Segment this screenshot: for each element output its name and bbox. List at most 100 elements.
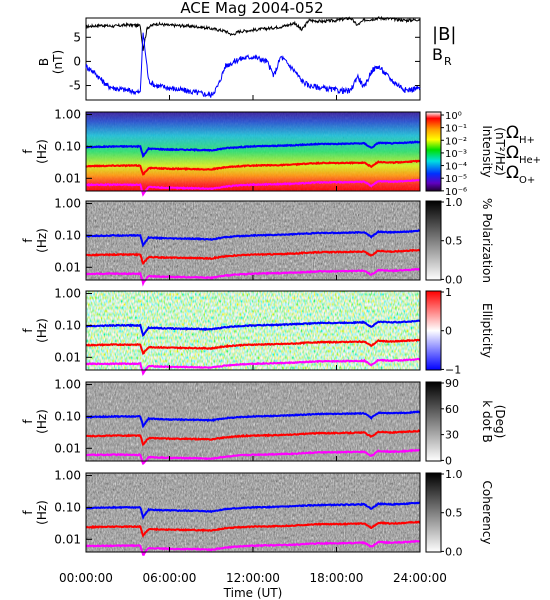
polarization-ytick-label-2: 0.01 xyxy=(54,260,81,274)
ellipticity-colorbar-label: Ellipticity xyxy=(480,303,494,358)
legend-h-sub: H+ xyxy=(519,135,535,146)
ellipticity-colorbar xyxy=(425,290,442,371)
ellipticity-image xyxy=(86,291,420,370)
kdotb-colorbar-label: k dot B xyxy=(480,400,494,442)
coherency-colorbar xyxy=(425,472,442,553)
xtick-label-1: 06:00:00 xyxy=(143,571,197,585)
intensity-ylabel-unit: (Hz) xyxy=(35,139,49,164)
intensity-colorbar xyxy=(425,111,442,192)
intensity-texture xyxy=(86,112,420,191)
kdotb-cbtick-label-0: 90 xyxy=(445,377,459,390)
intensity-line-1 xyxy=(85,159,421,176)
ellipticity-ylabel-unit: (Hz) xyxy=(35,318,49,343)
coherency-colorbar-label: Coherency xyxy=(480,480,494,544)
legend-bmag: |B| xyxy=(432,24,456,45)
legend-he-sub: He+ xyxy=(519,155,541,166)
polarization-ytick-label-1: 0.10 xyxy=(54,228,81,242)
polarization-ylabel-f: f xyxy=(21,238,35,243)
coherency-ytick-label-0: 1.00 xyxy=(54,469,81,483)
polarization-image xyxy=(86,201,420,280)
kdotb-ytick-label-1: 0.10 xyxy=(54,409,81,423)
intensity-ytick-label-1: 0.10 xyxy=(54,139,81,153)
intensity-ylabel-f: f xyxy=(21,149,35,154)
ellipticity-ytick-label-2: 0.01 xyxy=(54,350,81,364)
ellipticity-ylabel-f: f xyxy=(21,328,35,333)
x-axis-label: Time (UT) xyxy=(223,586,283,600)
panel-ellipticity: 1.00 0.10 0.01 f (Hz) 1 0 −1 Ellipticity xyxy=(21,286,494,376)
intensity-line-0 xyxy=(85,140,421,159)
time-axis: 00:00:00 06:00:00 12:00:00 18:00:00 24:00:00… xyxy=(59,95,447,600)
polarization-cbtick-label-0: 1.0 xyxy=(445,196,463,209)
b-series-line-1 xyxy=(85,32,421,98)
panel-kdotb: 1.00 0.10 0.01 f (Hz) 90 60 30 0 k dot B (Deg) xyxy=(21,377,507,467)
xtick-label-4: 24:00:00 xyxy=(393,571,447,585)
polarization-colorbar-label: % Polarization xyxy=(480,198,494,283)
polarization-line-1 xyxy=(85,248,421,266)
kdotb-colorbar-label2: (Deg) xyxy=(493,405,507,439)
kdotb-line-0 xyxy=(85,410,421,429)
xtick-label-2: 12:00:00 xyxy=(226,571,280,585)
coherency-ylabel-unit: (Hz) xyxy=(35,500,49,525)
coherency-line-1 xyxy=(85,520,421,538)
b-ytick-label-2: -5 xyxy=(69,79,81,93)
kdotb-image xyxy=(86,382,420,461)
b-field-panel: 50-5B (nT)|B|B R xyxy=(37,15,456,101)
kdotb-colorbar xyxy=(425,381,442,462)
ellipticity-ytick-label-0: 1.00 xyxy=(54,287,81,301)
intensity-colorbar-label: Intensity xyxy=(480,125,494,177)
legend-h-omega: Ω xyxy=(506,123,519,143)
intensity-cbtick-label-1: 10⁻¹ xyxy=(445,124,467,135)
b-ytick-label-0: 5 xyxy=(73,30,81,44)
kdotb-cbtick-label-3: 0 xyxy=(445,454,452,467)
legend-o-sub: O+ xyxy=(519,175,535,186)
spectral-legend: Ω H+Ω He+Ω O+ xyxy=(506,123,541,186)
ellipticity-cbtick-label-1: 0 xyxy=(445,325,452,338)
intensity-cbtick-label-4: 10⁻⁴ xyxy=(445,162,467,173)
polarization-colorbar xyxy=(425,200,442,281)
ellipticity-line-1 xyxy=(85,338,421,355)
xtick-label-3: 18:00:00 xyxy=(310,571,364,585)
panel-polarization: 1.00 0.10 0.01 f (Hz) 1.0 0.5 0.0 % Polarization xyxy=(21,196,494,287)
polarization-line-2 xyxy=(85,267,421,287)
coherency-cbtick-label-1: 0.5 xyxy=(445,507,463,520)
ellipticity-ytick-label-1: 0.10 xyxy=(54,318,81,332)
intensity-colorbar-label2: (nT²/Hz) xyxy=(493,127,507,175)
intensity-line-2 xyxy=(85,178,421,197)
xtick-label-0: 00:00:00 xyxy=(59,571,113,585)
ellipticity-line-0 xyxy=(85,319,421,337)
b-ylabel: B xyxy=(37,58,51,66)
polarization-ytick-label-0: 1.00 xyxy=(54,197,81,211)
intensity-cbtick-label-2: 10⁻² xyxy=(445,136,467,147)
b-ytick-label-1: 0 xyxy=(73,54,81,68)
intensity-cbtick-label-3: 10⁻³ xyxy=(445,149,467,160)
legend-br: B xyxy=(432,45,443,64)
coherency-ytick-label-2: 0.01 xyxy=(54,532,81,546)
kdotb-ylabel-unit: (Hz) xyxy=(35,409,49,434)
coherency-cbtick-label-0: 1.0 xyxy=(445,468,463,481)
figure-title: ACE Mag 2004-052 xyxy=(180,0,323,17)
coherency-ylabel-f: f xyxy=(21,510,35,515)
intensity-cbtick-label-0: 10⁰ xyxy=(445,111,462,122)
legend-he-omega: Ω xyxy=(506,143,519,163)
intensity-ytick-label-2: 0.01 xyxy=(54,171,81,185)
polarization-ylabel-unit: (Hz) xyxy=(35,228,49,253)
kdotb-line-2 xyxy=(85,448,421,466)
kdotb-cbtick-label-1: 60 xyxy=(445,403,459,416)
polarization-cbtick-label-2: 0.0 xyxy=(445,273,463,286)
coherency-line-0 xyxy=(85,501,421,521)
coherency-image xyxy=(86,473,420,552)
kdotb-ylabel-f: f xyxy=(21,419,35,424)
ellipticity-line-2 xyxy=(85,357,421,376)
panel-intensity: 1.00 0.10 0.01 f (Hz) 10⁰ 10⁻¹10⁻² 10⁻³ 10⁻⁴10⁻⁵… xyxy=(21,108,507,198)
polarization-cbtick-label-1: 0.5 xyxy=(445,235,463,248)
kdotb-ytick-label-2: 0.01 xyxy=(54,441,81,455)
ellipticity-cbtick-label-0: 1 xyxy=(445,286,452,299)
intensity-cbtick-label-6: 10⁻⁶ xyxy=(445,187,467,198)
panel-coherency: 1.00 0.10 0.01 f (Hz) 1.0 0.5 0.0 Coherency xyxy=(21,468,494,558)
kdotb-ytick-label-0: 1.00 xyxy=(54,378,81,392)
b-yunit: (nT) xyxy=(51,50,65,74)
coherency-ytick-label-1: 0.10 xyxy=(54,500,81,514)
coherency-cbtick-label-2: 0.0 xyxy=(445,545,463,558)
legend-br-sub: R xyxy=(444,55,452,68)
